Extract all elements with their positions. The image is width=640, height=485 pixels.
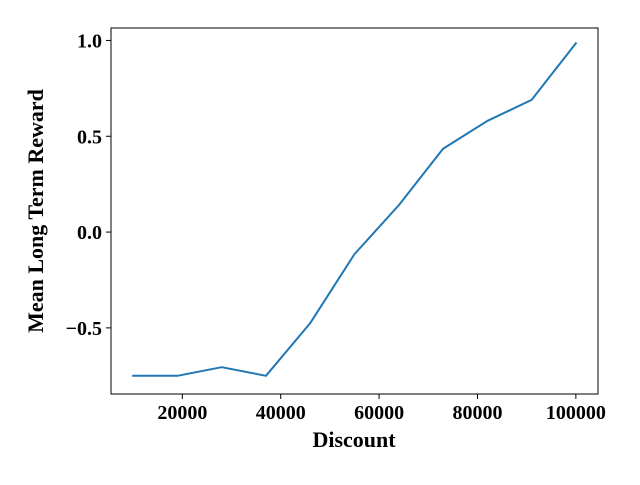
x-tick-label: 60000 <box>354 402 404 424</box>
series-line-1 <box>132 41 578 377</box>
x-axis-title: Discount <box>312 427 396 452</box>
x-tick-label: 40000 <box>256 402 306 424</box>
plot-area-frame <box>110 27 599 395</box>
x-tick-label: 20000 <box>157 402 207 424</box>
y-tick-label: −0.5 <box>66 318 102 340</box>
y-tick-label: 0.5 <box>77 126 102 148</box>
x-tick-label: 80000 <box>452 402 502 424</box>
x-tick-label: 100000 <box>546 402 606 424</box>
y-tick-label: 1.0 <box>77 30 102 52</box>
y-tick-label: 0.0 <box>77 222 102 244</box>
y-axis-title: Mean Long Term Reward <box>23 89 48 333</box>
